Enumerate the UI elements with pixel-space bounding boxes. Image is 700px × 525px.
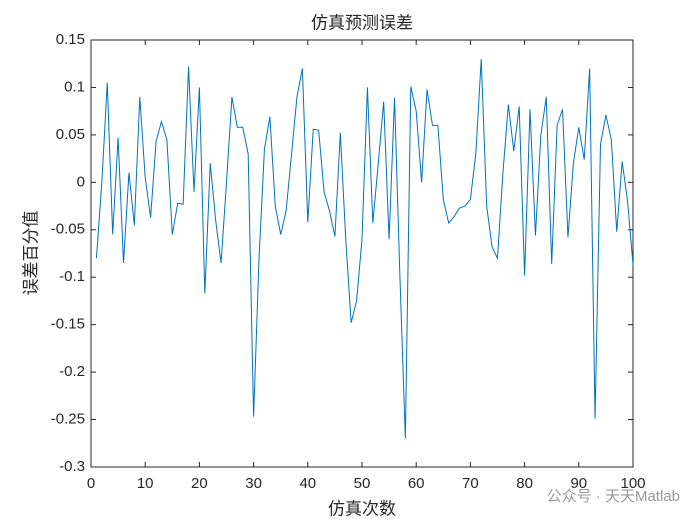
x-tick-label: 100 — [620, 475, 645, 492]
y-tick-label: -0.3 — [59, 458, 85, 475]
y-tick-label: 0.15 — [56, 31, 85, 48]
x-tick-label: 0 — [87, 475, 95, 492]
y-axis-label: 误差百分值 — [22, 211, 42, 296]
x-axis-label: 仿真次数 — [328, 500, 396, 520]
y-tick-label: -0.1 — [59, 268, 85, 285]
y-tick-label: -0.2 — [59, 363, 85, 380]
x-tick-label: 40 — [299, 475, 316, 492]
line-series — [95, 58, 634, 439]
y-tick-label: 0 — [77, 173, 85, 190]
x-tick-label: 70 — [462, 475, 479, 492]
chart-title: 仿真预测误差 — [311, 14, 413, 34]
x-tick-label: 50 — [354, 475, 371, 492]
y-tick-label: 0.05 — [56, 126, 85, 143]
x-tick-label: 20 — [191, 475, 208, 492]
x-tick-label: 30 — [245, 475, 262, 492]
watermark: 公众号 · 天天Matlab — [547, 488, 680, 505]
y-tick-label: -0.25 — [51, 411, 85, 428]
plot-box — [90, 39, 634, 468]
x-tick-label: 80 — [516, 475, 533, 492]
y-tick-label: -0.05 — [51, 221, 85, 238]
y-tick-label: 0.1 — [64, 78, 85, 95]
x-tick-label: 90 — [570, 475, 587, 492]
x-tick-label: 60 — [408, 475, 425, 492]
y-tick-label: -0.15 — [51, 316, 85, 333]
x-tick-label: 10 — [137, 475, 154, 492]
